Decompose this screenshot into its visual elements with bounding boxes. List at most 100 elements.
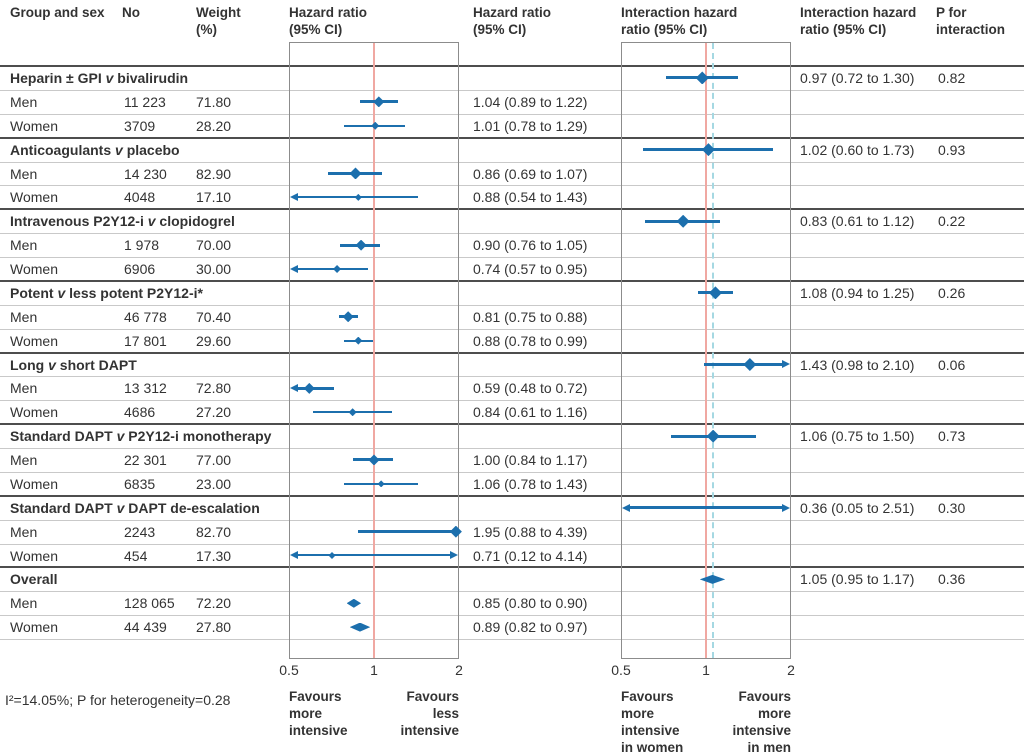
point-estimate-diamond xyxy=(743,357,757,371)
axis-tick-label: 0.5 xyxy=(279,662,299,678)
column-header-no: No xyxy=(122,5,140,20)
row-sex-label: Women xyxy=(10,404,58,421)
hazard-ratio-plot-panel xyxy=(289,42,459,659)
heterogeneity-footnote: I²=14.05%; P for heterogeneity=0.28 xyxy=(5,692,231,708)
point-estimate-diamond xyxy=(333,264,342,273)
group-separator-line xyxy=(0,423,1024,426)
column-header-group: Group and sex xyxy=(10,5,105,20)
group-separator-line xyxy=(0,494,1024,497)
row-sex-label: Men xyxy=(10,93,38,110)
summary-diamond xyxy=(349,622,371,632)
row-no-value: 46 778 xyxy=(124,308,167,325)
row-no-value: 128 065 xyxy=(124,595,175,612)
row-sex-label: Men xyxy=(10,595,38,612)
row-separator-line xyxy=(0,257,1024,258)
interaction-hr-value: 1.43 (0.98 to 2.10) xyxy=(800,356,915,373)
row-separator-line xyxy=(0,328,1024,330)
group-label: Standard DAPT v P2Y12-i monotherapy xyxy=(10,428,272,445)
interaction-favours-left-note: Favours more intensive in women xyxy=(621,689,684,754)
row-sex-label: Women xyxy=(10,189,58,206)
interaction-hr-value: 1.02 (0.60 to 1.73) xyxy=(800,141,915,158)
row-weight-value: 72.20 xyxy=(196,595,232,612)
column-header-hr-plot: Hazard ratio (95% CI) xyxy=(289,5,368,37)
point-estimate-diamond xyxy=(354,336,363,345)
row-separator-line xyxy=(0,185,1024,187)
ci-line xyxy=(296,386,334,390)
ci-line xyxy=(296,267,368,270)
row-separator-line xyxy=(0,615,1024,617)
row-sex-label: Women xyxy=(10,117,58,134)
ci-clip-arrow xyxy=(290,264,298,273)
interaction-plot-panel xyxy=(621,42,791,659)
interaction-favours-right-note: Favours more intensive in men xyxy=(732,689,791,754)
row-sex-label: Women xyxy=(10,261,58,277)
group-separator-line xyxy=(0,65,1024,67)
hazard-ratio-value: 0.74 (0.57 to 0.95) xyxy=(473,261,588,277)
row-separator-line xyxy=(0,543,1024,545)
row-no-value: 3709 xyxy=(124,117,156,134)
row-weight-value: 17.30 xyxy=(196,547,232,564)
axis-tick-label: 1 xyxy=(702,662,710,678)
hazard-ratio-value: 0.88 (0.78 to 0.99) xyxy=(473,332,588,349)
group-label: Intravenous P2Y12-i v clopidogrel xyxy=(10,213,235,230)
interaction-hr-value: 1.05 (0.95 to 1.17) xyxy=(800,571,915,588)
hazard-ratio-value: 0.90 (0.76 to 1.05) xyxy=(473,237,588,254)
point-estimate-diamond xyxy=(377,480,385,488)
hr-favours-left-note: Favours more intensive xyxy=(289,689,348,738)
hazard-ratio-value: 0.86 (0.69 to 1.07) xyxy=(473,165,588,182)
axis-tick-label: 1 xyxy=(370,662,378,678)
row-weight-value: 72.80 xyxy=(196,380,232,397)
p-for-interaction-value: 0.73 xyxy=(938,428,966,445)
interaction-reference-line xyxy=(705,43,707,658)
hazard-ratio-value: 1.95 (0.88 to 4.39) xyxy=(473,523,588,540)
column-header-int-plot: Interaction hazard ratio (95% CI) xyxy=(621,5,738,37)
row-separator-line xyxy=(0,376,1024,378)
row-no-value: 13 312 xyxy=(124,380,167,397)
row-no-value: 22 301 xyxy=(124,452,167,468)
column-header-p: P for interaction xyxy=(936,5,1006,37)
row-sex-label: Women xyxy=(10,475,58,492)
ci-clip-arrow xyxy=(782,503,790,512)
row-no-value: 44 439 xyxy=(124,619,167,636)
ci-clip-arrow xyxy=(450,551,458,560)
row-sex-label: Women xyxy=(10,547,58,564)
group-separator-line xyxy=(0,351,1024,354)
row-weight-value: 30.00 xyxy=(196,261,232,277)
hazard-ratio-value: 0.89 (0.82 to 0.97) xyxy=(473,619,588,636)
row-separator-line xyxy=(0,471,1024,473)
row-no-value: 14 230 xyxy=(124,165,167,182)
row-weight-value: 17.10 xyxy=(196,189,232,206)
ci-clip-arrow xyxy=(622,503,630,512)
row-separator-line xyxy=(0,448,1024,449)
row-separator-line xyxy=(0,113,1024,115)
row-sex-label: Women xyxy=(10,332,58,349)
ci-clip-arrow xyxy=(782,360,790,369)
row-sex-label: Men xyxy=(10,237,38,254)
point-estimate-diamond xyxy=(342,311,354,323)
point-estimate-diamond xyxy=(373,96,385,108)
row-no-value: 17 801 xyxy=(124,332,167,349)
ci-line xyxy=(296,554,452,557)
row-separator-line xyxy=(0,639,1024,640)
group-label: Overall xyxy=(10,571,58,588)
point-estimate-diamond xyxy=(354,193,362,201)
row-no-value: 6835 xyxy=(124,475,156,492)
hr-favours-right-note: Favours less intensive xyxy=(400,689,459,738)
group-separator-line xyxy=(0,208,1024,211)
row-no-value: 4686 xyxy=(124,404,156,421)
column-header-int-text: Interaction hazard ratio (95% CI) xyxy=(800,5,917,37)
interaction-hr-value: 0.97 (0.72 to 1.30) xyxy=(800,70,915,86)
row-separator-line xyxy=(0,304,1024,306)
row-separator-line xyxy=(0,591,1024,593)
row-weight-value: 82.90 xyxy=(196,165,232,182)
hazard-ratio-value: 0.71 (0.12 to 4.14) xyxy=(473,547,588,564)
column-header-hr-text: Hazard ratio (95% CI) xyxy=(473,5,552,37)
point-estimate-diamond xyxy=(355,239,367,251)
row-separator-line xyxy=(0,89,1024,91)
interaction-hr-value: 1.08 (0.94 to 1.25) xyxy=(800,284,915,301)
ci-line xyxy=(358,530,459,534)
group-label: Anticoagulants v placebo xyxy=(10,141,180,158)
point-estimate-diamond xyxy=(676,214,690,228)
row-separator-line xyxy=(0,161,1024,163)
